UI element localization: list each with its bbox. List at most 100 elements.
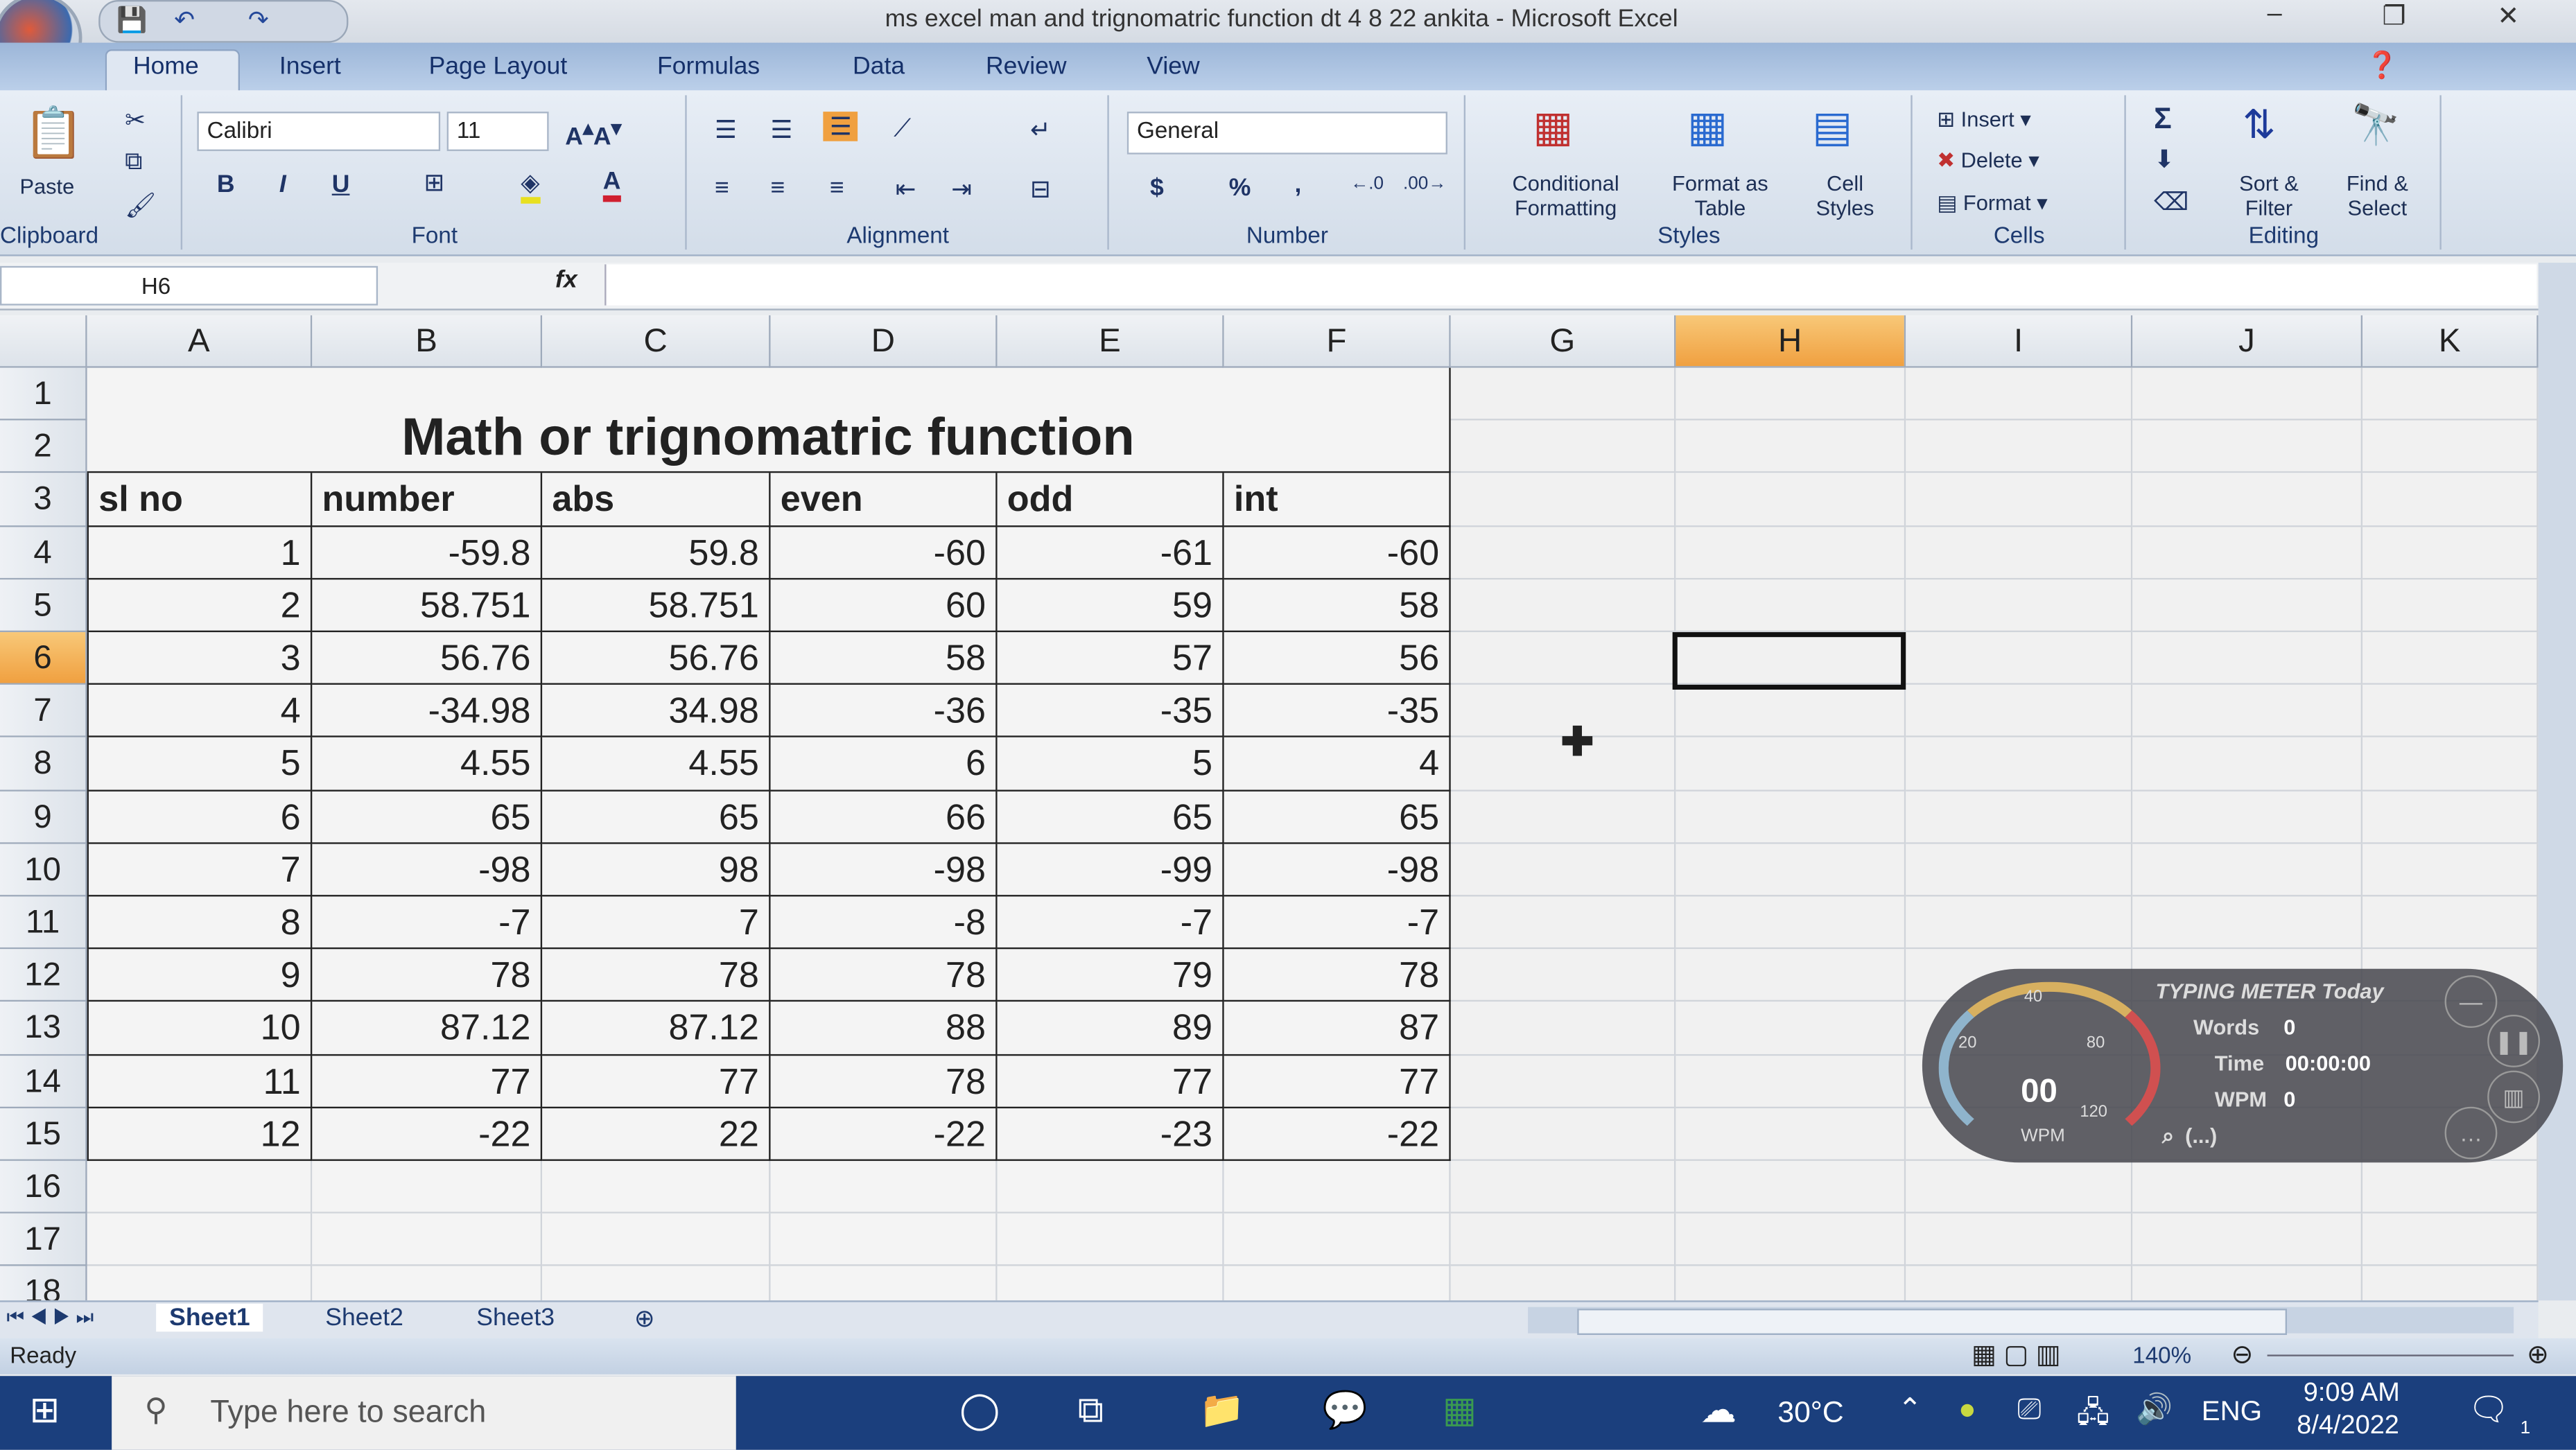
cell-h16[interactable] bbox=[1676, 1160, 1906, 1214]
cell-j2[interactable] bbox=[2132, 420, 2363, 474]
cell-g15[interactable] bbox=[1450, 1108, 1676, 1161]
meter-more-button[interactable]: … bbox=[2444, 1106, 2498, 1160]
cell-k1[interactable] bbox=[2362, 367, 2539, 421]
worksheet-grid[interactable]: A B C D E F G H I J K 1 2 3 4 5 6 7 8 9 10 11 12 13 14 15 16 17 18 Ma… bbox=[0, 315, 2539, 1301]
minimize-button[interactable]: – bbox=[2267, 0, 2282, 28]
cell-k9[interactable] bbox=[2362, 790, 2539, 844]
sheet-title-cell[interactable]: Math or trignomatric function bbox=[87, 367, 1451, 473]
notification-icon[interactable]: 🗨 bbox=[2467, 1392, 2509, 1429]
tab-review[interactable]: Review bbox=[985, 52, 1067, 81]
paste-button[interactable]: Paste bbox=[19, 174, 75, 199]
name-box[interactable]: H6 bbox=[0, 265, 378, 306]
number-format-select[interactable]: General bbox=[1126, 112, 1447, 155]
cell-e15[interactable]: -23 bbox=[997, 1108, 1224, 1161]
cell-j6[interactable] bbox=[2132, 632, 2363, 685]
temperature[interactable]: 30°C bbox=[1777, 1395, 1844, 1429]
cell-h17[interactable] bbox=[1676, 1214, 1906, 1267]
align-center-icon[interactable]: ≡ bbox=[770, 174, 785, 202]
cell-j9[interactable] bbox=[2132, 790, 2363, 844]
cell-f13[interactable]: 87 bbox=[1224, 1002, 1451, 1056]
undo-icon[interactable]: ↶ bbox=[174, 6, 195, 35]
zoom-out-button[interactable]: ⊖ bbox=[2231, 1341, 2254, 1370]
grow-font-icon[interactable]: A▴A▾ bbox=[565, 116, 622, 151]
windows-start-icon[interactable]: ⊞ bbox=[29, 1389, 60, 1431]
cell-c16[interactable] bbox=[542, 1160, 771, 1214]
column-header-j[interactable]: J bbox=[2132, 315, 2363, 368]
cell-j10[interactable] bbox=[2132, 844, 2363, 897]
italic-button[interactable]: I bbox=[279, 171, 286, 199]
column-header-i[interactable]: I bbox=[1906, 315, 2133, 368]
cell-k2[interactable] bbox=[2362, 420, 2539, 474]
font-name-select[interactable]: Calibri bbox=[197, 112, 441, 151]
borders-icon[interactable]: ⊞ bbox=[424, 169, 445, 198]
cell-c8[interactable]: 4.55 bbox=[542, 737, 771, 791]
cell-i18[interactable] bbox=[1906, 1266, 2133, 1301]
cell-j8[interactable] bbox=[2132, 737, 2363, 791]
cell-f8[interactable]: 4 bbox=[1224, 737, 1451, 791]
clear-icon[interactable]: ⌫ bbox=[2154, 189, 2189, 217]
cell-g4[interactable] bbox=[1450, 526, 1676, 579]
cell-b5[interactable]: 58.751 bbox=[312, 579, 543, 633]
cell-k10[interactable] bbox=[2362, 844, 2539, 897]
cell-d12[interactable]: 78 bbox=[770, 949, 998, 1002]
cell-j11[interactable] bbox=[2132, 896, 2363, 950]
cell-b7[interactable]: -34.98 bbox=[312, 685, 543, 738]
column-header-c[interactable]: C bbox=[542, 315, 771, 368]
cell-h3[interactable] bbox=[1676, 473, 1906, 527]
cell-styles-icon[interactable]: ▤ bbox=[1812, 101, 1853, 151]
cell-e7[interactable]: -35 bbox=[997, 685, 1224, 738]
cell-c14[interactable]: 77 bbox=[542, 1055, 771, 1108]
tab-data[interactable]: Data bbox=[853, 52, 905, 81]
taskbar-search[interactable]: ⚲ Type here to search bbox=[112, 1376, 736, 1450]
fill-color-icon[interactable]: ◈ bbox=[521, 168, 540, 204]
cell-c13[interactable]: 87.12 bbox=[542, 1002, 771, 1056]
cell-j7[interactable] bbox=[2132, 685, 2363, 738]
formula-input[interactable] bbox=[604, 264, 2537, 306]
close-button[interactable]: ✕ bbox=[2497, 3, 2520, 32]
cell-b10[interactable]: -98 bbox=[312, 844, 543, 897]
cell-d4[interactable]: -60 bbox=[770, 526, 998, 579]
header-cell-d[interactable]: even bbox=[770, 473, 998, 527]
cell-h12[interactable] bbox=[1676, 949, 1906, 1002]
header-cell-c[interactable]: abs bbox=[542, 473, 771, 527]
cell-j16[interactable] bbox=[2132, 1160, 2363, 1214]
cell-g11[interactable] bbox=[1450, 896, 1676, 950]
cell-b13[interactable]: 87.12 bbox=[312, 1002, 543, 1056]
vertical-scrollbar[interactable] bbox=[2538, 263, 2576, 1301]
column-header-a[interactable]: A bbox=[87, 315, 313, 368]
cell-f12[interactable]: 78 bbox=[1224, 949, 1451, 1002]
cell-c10[interactable]: 98 bbox=[542, 844, 771, 897]
cell-i5[interactable] bbox=[1906, 579, 2133, 633]
cell-c7[interactable]: 34.98 bbox=[542, 685, 771, 738]
align-left-icon[interactable]: ≡ bbox=[714, 174, 729, 202]
cell-j4[interactable] bbox=[2132, 526, 2363, 579]
sort-filter-button[interactable]: Sort & Filter bbox=[2239, 171, 2299, 220]
clock-date[interactable]: 8/4/2022 bbox=[2297, 1412, 2399, 1440]
cell-i9[interactable] bbox=[1906, 790, 2133, 844]
comma-button[interactable]: , bbox=[1294, 171, 1302, 199]
cell-h11[interactable] bbox=[1676, 896, 1906, 950]
column-header-f[interactable]: F bbox=[1224, 315, 1451, 368]
cell-styles-button[interactable]: Cell Styles bbox=[1816, 171, 1874, 220]
cell-i16[interactable] bbox=[1906, 1160, 2133, 1214]
copy-icon[interactable]: ⧉ bbox=[125, 148, 143, 176]
cell-a17[interactable] bbox=[87, 1214, 313, 1267]
cell-h8[interactable] bbox=[1676, 737, 1906, 791]
zoom-level[interactable]: 140% bbox=[2132, 1341, 2192, 1368]
column-header-e[interactable]: E bbox=[997, 315, 1224, 368]
align-middle-icon[interactable]: ☰ bbox=[770, 116, 793, 145]
increase-decimal-icon[interactable]: ←.0 bbox=[1350, 174, 1384, 194]
tray-expand-icon[interactable]: ⌃ bbox=[1897, 1392, 1923, 1426]
cell-g12[interactable] bbox=[1450, 949, 1676, 1002]
cell-h14[interactable] bbox=[1676, 1055, 1906, 1108]
cell-i2[interactable] bbox=[1906, 420, 2133, 474]
cell-d15[interactable]: -22 bbox=[770, 1108, 998, 1161]
cell-b6[interactable]: 56.76 bbox=[312, 632, 543, 685]
underline-button[interactable]: U bbox=[331, 171, 350, 199]
tab-home[interactable]: Home bbox=[132, 52, 199, 81]
chat-app-icon[interactable]: 💬 bbox=[1322, 1389, 1368, 1431]
cell-c6[interactable]: 56.76 bbox=[542, 632, 771, 685]
cell-b4[interactable]: -59.8 bbox=[312, 526, 543, 579]
autosum-button[interactable]: Σ bbox=[2154, 101, 2172, 135]
cell-d9[interactable]: 66 bbox=[770, 790, 998, 844]
